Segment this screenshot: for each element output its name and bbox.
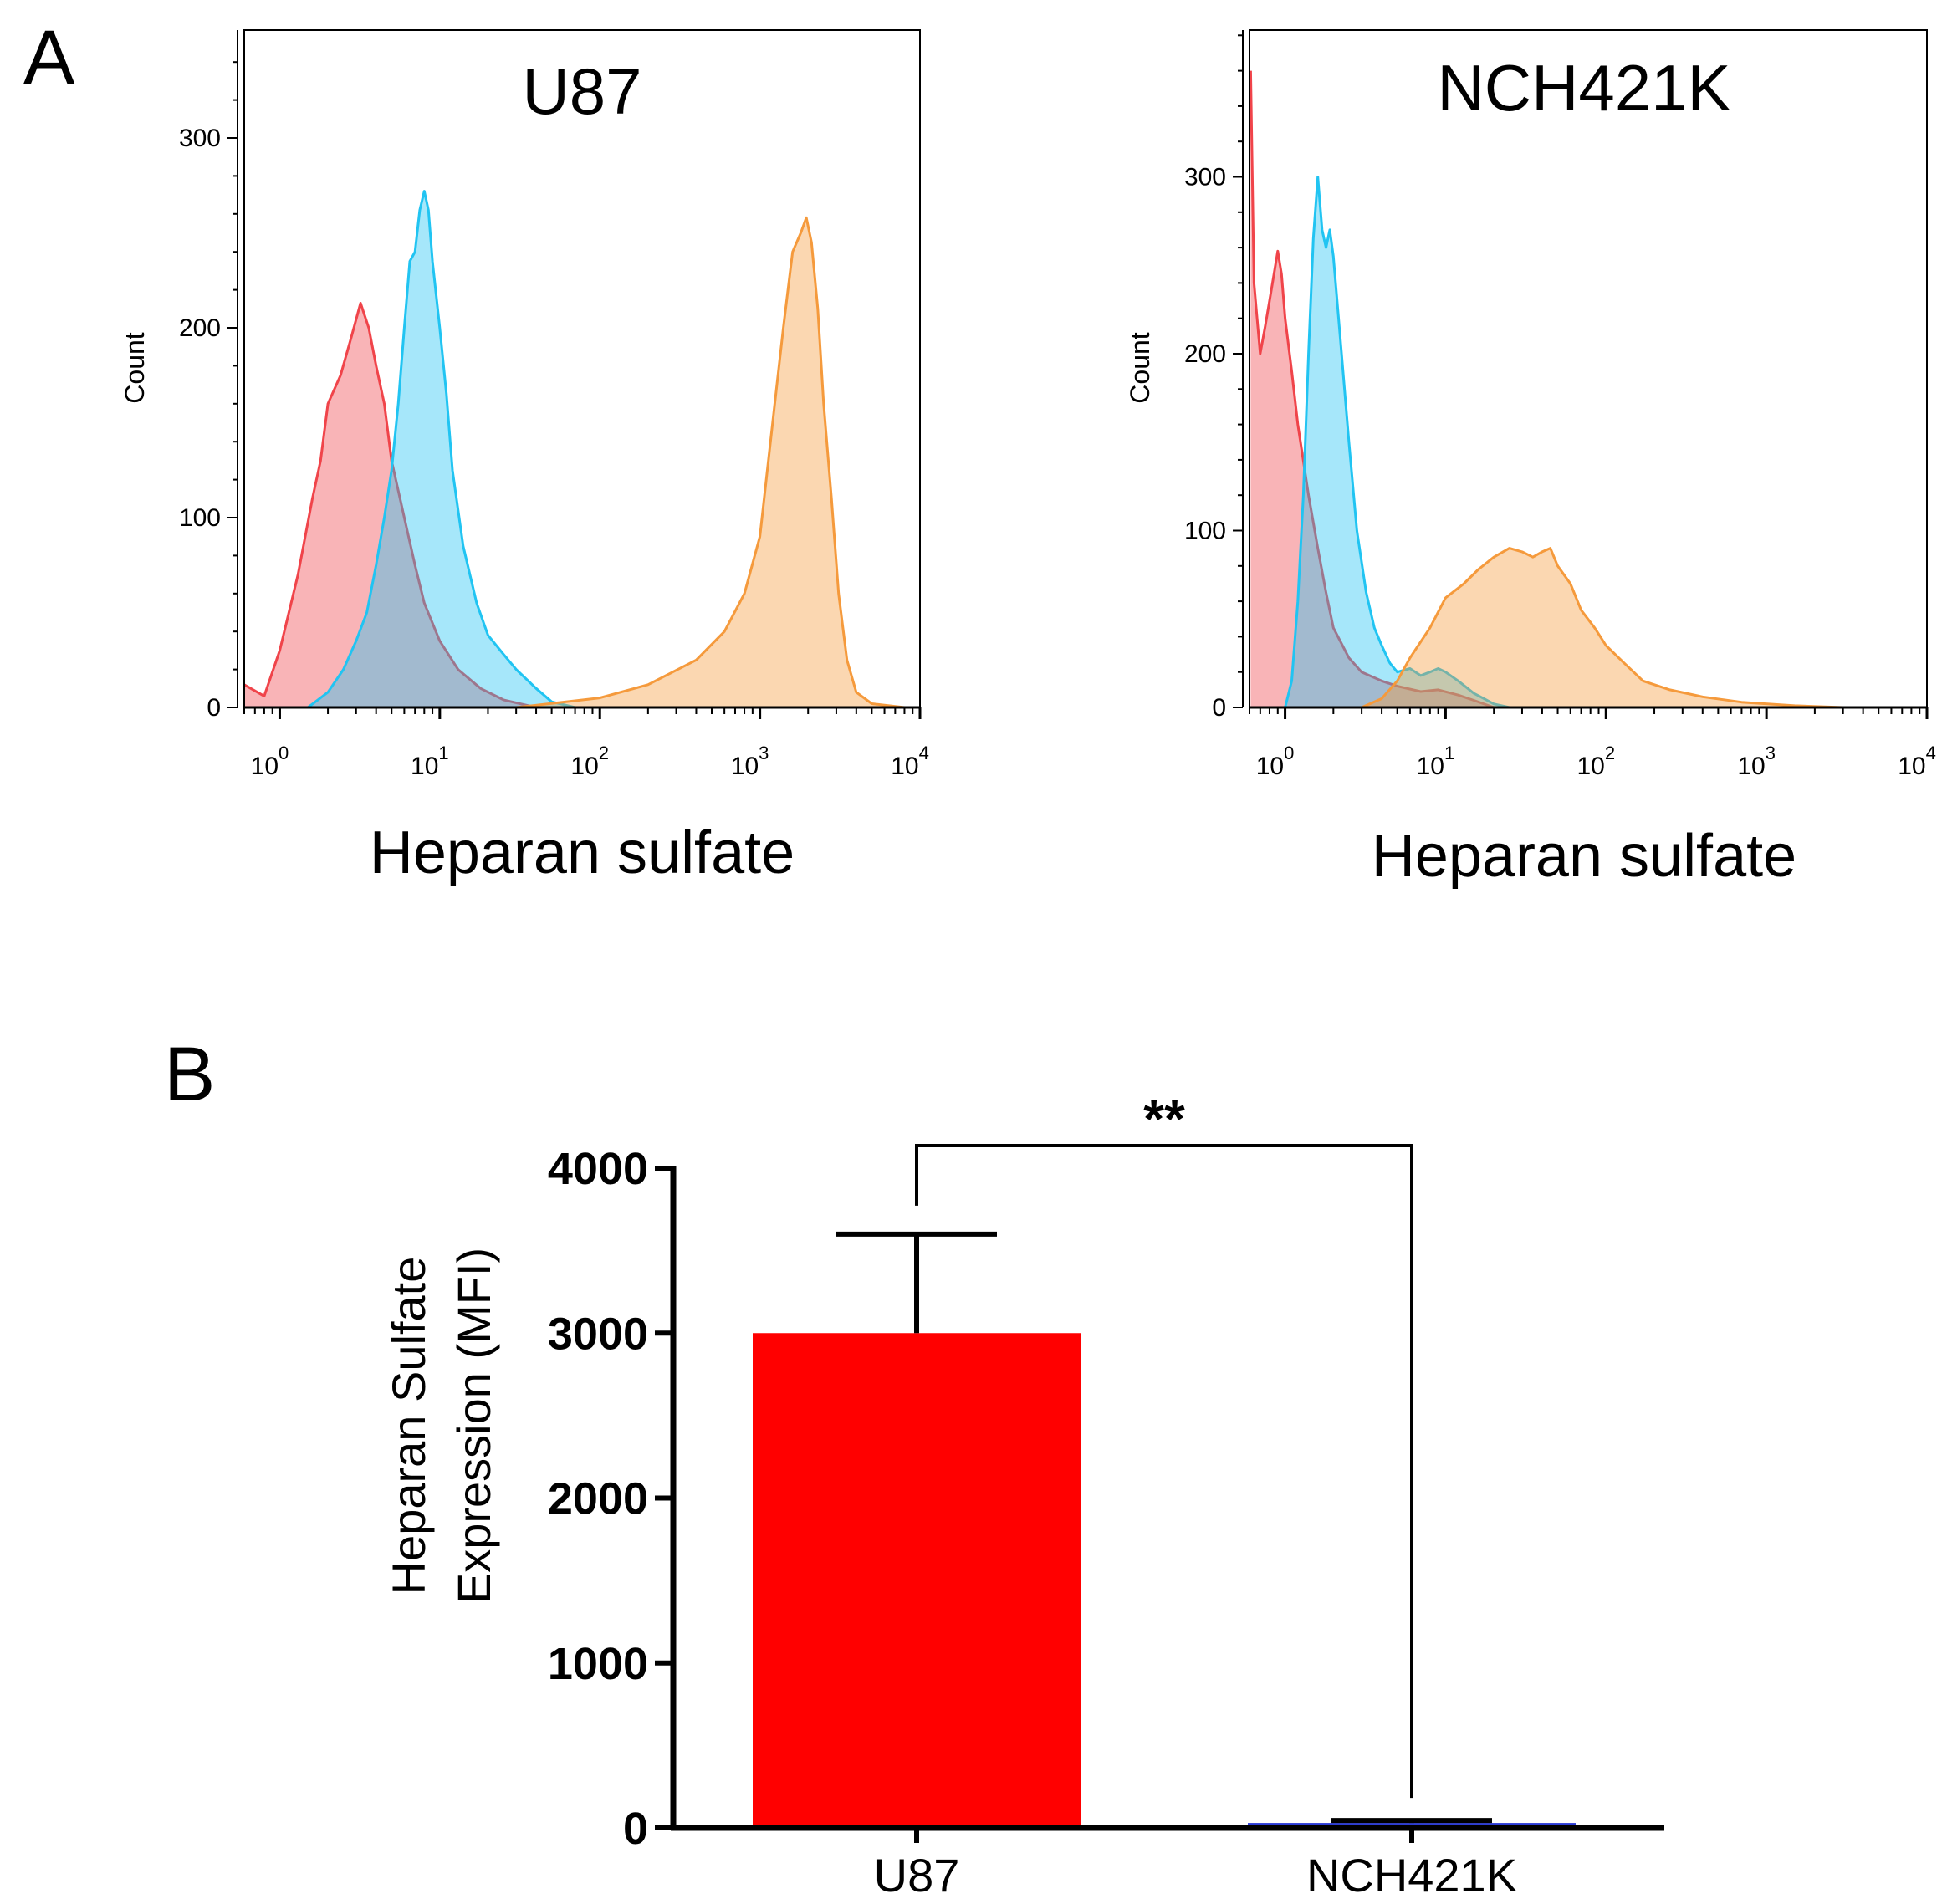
- significance-label: **: [1143, 1089, 1185, 1149]
- hist-u87-ytick-label: 100: [179, 504, 221, 532]
- bar-chart-axes: U87 NCH421K 0 1000 2000 3000 4000 **: [548, 1089, 1664, 1901]
- hist-nch421k-xtick-label: 104: [1898, 743, 1936, 780]
- hist-nch421k-xtick-label: 100: [1256, 743, 1295, 780]
- hist-nch421k-ylabel: Count: [1125, 332, 1155, 404]
- hist-u87-series: [243, 190, 905, 709]
- hist-nch421k-line-blue: [1284, 176, 1510, 709]
- hist-u87-line-blue: [307, 190, 575, 709]
- bar-category-label: U87: [874, 1849, 960, 1901]
- hist-nch421k-fill-blue: [1285, 176, 1510, 707]
- hist-nch421k-line-orange: [1361, 547, 1927, 709]
- hist-nch421k-ytick-label: 200: [1184, 340, 1226, 368]
- hist-nch421k-series: [1249, 70, 1927, 709]
- hist-u87-ticks: 100 101 102 103 104 0 100 200 300: [179, 30, 929, 780]
- hist-nch421k-fill-orange: [1362, 548, 1927, 707]
- bar-ylabel-line-2: Expression (MFI): [447, 1248, 500, 1604]
- hist-u87-line-orange: [516, 216, 905, 709]
- bar-ytick-label: 3000: [548, 1309, 648, 1359]
- significance-bracket: [915, 1144, 1413, 1799]
- hist-u87-fill-red: [244, 303, 537, 707]
- hist-nch421k-title: NCH421K: [1437, 51, 1730, 125]
- hist-u87-ytick-label: 200: [179, 314, 221, 342]
- hist-nch421k-xlabel: Heparan sulfate: [1372, 823, 1796, 890]
- hist-u87-xtick-label: 100: [251, 743, 289, 780]
- hist-nch421k-ytick-label: 0: [1212, 694, 1226, 722]
- hist-nch421k-line-red: [1249, 70, 1495, 709]
- bar-u87: [753, 1333, 1081, 1828]
- hist-u87-ytick-label: 300: [179, 125, 221, 152]
- hist-u87-xtick-label: 104: [891, 743, 929, 780]
- hist-u87-ytick-label: 0: [207, 694, 221, 722]
- hist-u87-title: U87: [522, 54, 641, 128]
- bar-chart: U87 NCH421K 0 1000 2000 3000 4000 ** Heparan Su…: [382, 1089, 1664, 1901]
- hist-u87-ylabel: Count: [120, 332, 150, 404]
- hist-nch421k-xtick-label: 102: [1577, 743, 1615, 780]
- hist-u87-xtick-label: 103: [731, 743, 769, 780]
- hist-nch421k-ticks: 100 101 102 103 104 0 100 200 300: [1184, 30, 1936, 780]
- bar-ytick-label: 2000: [548, 1474, 648, 1524]
- panel-letter-b: B: [164, 1032, 215, 1117]
- hist-nch421k-xtick-label: 101: [1417, 743, 1455, 780]
- hist-nch421k-xtick-label: 103: [1737, 743, 1776, 780]
- histogram-u87: 100 101 102 103 104 0 100 200 300 U87 Heparan su…: [120, 29, 929, 886]
- bar-ytick-label: 1000: [548, 1639, 648, 1689]
- hist-u87-xtick-label: 102: [570, 743, 609, 780]
- bar-ytick-label: 4000: [548, 1144, 648, 1194]
- panel-letter-a: A: [23, 15, 75, 100]
- hist-u87-fill-orange: [516, 217, 905, 707]
- bar-category-label: NCH421K: [1306, 1849, 1517, 1901]
- hist-u87-xtick-label: 101: [411, 743, 449, 780]
- histogram-nch421k: 100 101 102 103 104 0 100 200 300 NCH421K Hepara…: [1125, 29, 1936, 890]
- bar-ytick-label: 0: [623, 1804, 648, 1854]
- bar-chart-bars: [753, 1231, 1576, 1828]
- bar-ylabel-line-1: Heparan Sulfate: [382, 1257, 435, 1595]
- hist-u87-line-red: [243, 302, 537, 709]
- hist-nch421k-ytick-label: 300: [1184, 164, 1226, 191]
- hist-nch421k-fill-red: [1250, 70, 1495, 708]
- hist-u87-xlabel: Heparan sulfate: [370, 819, 795, 886]
- hist-nch421k-ytick-label: 100: [1184, 518, 1226, 545]
